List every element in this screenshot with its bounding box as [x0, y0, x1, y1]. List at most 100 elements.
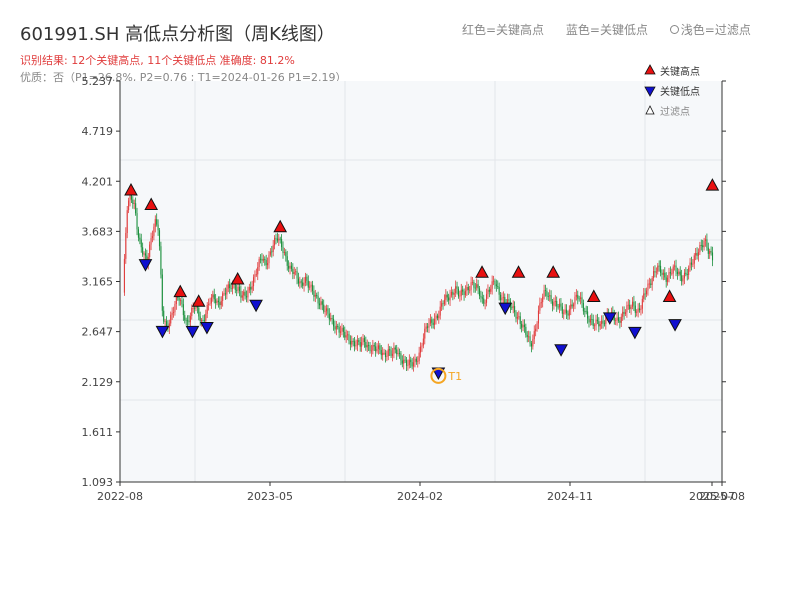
candle-body [693, 255, 695, 264]
candle-body [653, 271, 655, 278]
candle-body [428, 323, 430, 328]
candle-body [219, 302, 221, 306]
candle-body [452, 291, 454, 295]
candle-body [438, 315, 440, 319]
candle-body [379, 345, 381, 351]
candle-body [268, 254, 270, 264]
candle-body [683, 272, 685, 279]
candle-body [125, 233, 127, 259]
candle-body [387, 349, 389, 356]
candle-body [237, 286, 239, 291]
candle-body [389, 349, 391, 351]
candle-body [427, 326, 429, 328]
candle-body [699, 244, 701, 253]
candle-body [347, 334, 349, 336]
top-legend-blue: 蓝色=关键低点 [565, 23, 648, 37]
candle-body [137, 229, 139, 238]
key-low-marker [138, 259, 153, 272]
y-tick-label: 1.611 [82, 426, 114, 439]
candle-body [216, 300, 218, 304]
candle-body [359, 341, 361, 347]
candle-body [446, 294, 448, 298]
candle-body [626, 305, 628, 313]
candle-body [331, 318, 333, 319]
candle-body [455, 286, 457, 294]
candle-body [161, 274, 163, 311]
candle-body [546, 290, 548, 297]
candle-body [243, 291, 245, 296]
candle-body [664, 272, 666, 278]
candle-body [704, 239, 707, 241]
candle-body [182, 304, 184, 316]
candle-body [535, 328, 537, 332]
candle-body [191, 307, 193, 317]
quality-summary: 优质：否（P1=26.8%, P2=0.76 ; T1=2024-01-26 P… [20, 71, 347, 84]
candle-body [617, 317, 620, 321]
key-low-marker [249, 299, 263, 313]
candle-body [363, 338, 365, 343]
candle-body [410, 359, 412, 363]
candle-body [620, 316, 622, 323]
candle-body [504, 296, 506, 303]
candle-body [420, 346, 422, 353]
candle-body [674, 265, 676, 267]
candle-body [676, 271, 678, 275]
candle-body [222, 293, 224, 301]
candle-body [710, 250, 712, 253]
candle-body [362, 338, 364, 343]
candle-body [338, 327, 340, 333]
candle-body [311, 284, 314, 292]
candle-body [476, 284, 478, 288]
candle-body [163, 310, 165, 322]
candle-body [543, 290, 545, 297]
candle-body [303, 282, 305, 286]
candle-body [512, 306, 514, 308]
candle-body [241, 295, 243, 298]
candle-body [348, 334, 350, 341]
candle-body [334, 326, 336, 330]
candle-body [542, 296, 544, 303]
candle-body [279, 238, 281, 240]
candle-body [624, 312, 627, 314]
candle-body [229, 284, 231, 288]
candle-body [135, 203, 137, 214]
candle-body [654, 271, 656, 273]
candle-body [126, 210, 128, 234]
candle-body [285, 252, 287, 257]
candle-body [156, 219, 158, 225]
key-low-marker [554, 344, 568, 357]
candle-body [627, 304, 629, 306]
candle-body [529, 336, 531, 344]
candle-body [523, 324, 525, 327]
candle-body [178, 297, 180, 301]
candle-body [528, 336, 530, 338]
candle-body [405, 360, 408, 366]
key-low-marker [155, 325, 170, 339]
candle-body [188, 320, 190, 323]
candle-body [480, 295, 482, 298]
candle-body [425, 326, 427, 329]
candle-body [598, 321, 600, 327]
candle-body [391, 353, 394, 356]
candle-body [283, 252, 285, 253]
candle-body [210, 297, 212, 304]
candle-body [526, 334, 528, 338]
candle-body [500, 294, 502, 301]
candle-body [174, 304, 176, 313]
t1-label: T1 [447, 370, 462, 383]
candle-body [484, 302, 486, 304]
candle-body [238, 286, 241, 292]
candle-body [685, 272, 687, 275]
candle-body [613, 314, 615, 321]
legend-low-label: 关键低点 [660, 85, 700, 98]
candle-body [709, 250, 711, 254]
candle-body [165, 321, 168, 326]
candle-body [153, 226, 155, 237]
x-tick-label: 2024-11 [547, 490, 593, 503]
candle-body [623, 311, 625, 314]
candle-body [286, 256, 288, 266]
legend-high-icon [644, 64, 656, 75]
candle-body [692, 263, 694, 265]
candle-body [212, 294, 214, 298]
candle-body [651, 277, 653, 285]
